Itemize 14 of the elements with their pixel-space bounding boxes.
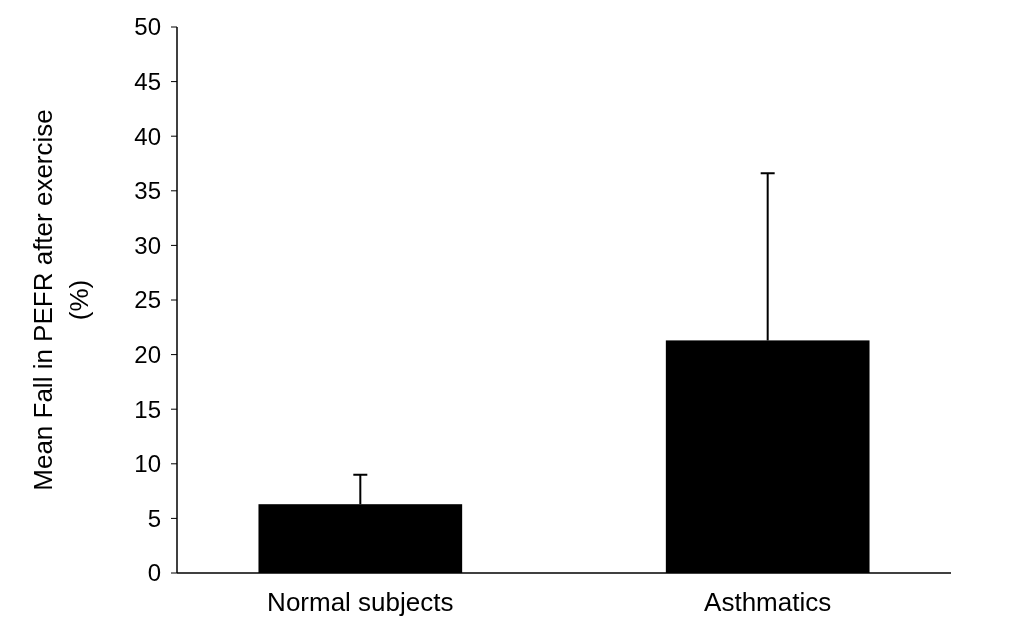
y-tick-label: 50 xyxy=(134,13,161,41)
y-tick-label: 25 xyxy=(134,286,161,314)
y-tick-label: 40 xyxy=(134,122,161,150)
y-tick-label: 0 xyxy=(147,559,161,587)
y-tick-label: 30 xyxy=(134,231,161,259)
y-tick-label: 5 xyxy=(147,504,161,532)
y-tick-label: 45 xyxy=(134,68,161,95)
y-axis-title: Mean Fall in PEFR after exercise (%) xyxy=(28,109,94,491)
y-tick-label: 20 xyxy=(134,341,161,368)
y-tick-label: 35 xyxy=(134,177,161,205)
y-tick-label: 10 xyxy=(134,450,161,478)
x-tick-label: Asthmatics xyxy=(704,587,832,617)
y-tick-label: 15 xyxy=(134,395,161,423)
x-tick-label: Normal subjects xyxy=(267,587,454,617)
